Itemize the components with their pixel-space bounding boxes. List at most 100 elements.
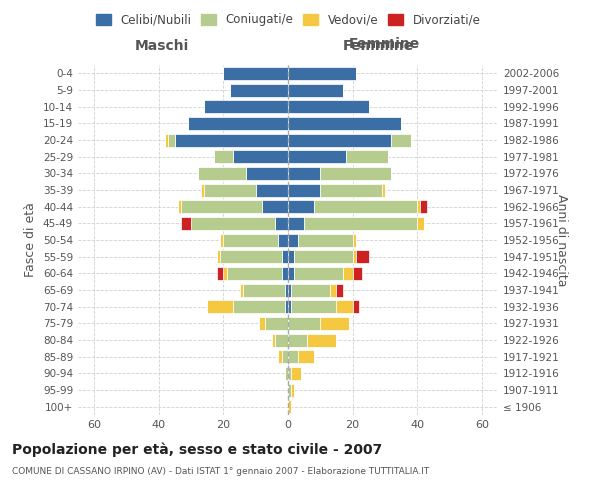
Bar [353,300,359,313]
Bar [220,234,223,246]
Bar [220,250,281,263]
Y-axis label: Fasce di età: Fasce di età [25,202,37,278]
Text: COMUNE DI CASSANO IRPINO (AV) - Dati ISTAT 1° gennaio 2007 - Elaborazione TUTTIT: COMUNE DI CASSANO IRPINO (AV) - Dati IST… [12,468,429,476]
Bar [304,217,417,230]
Bar [288,384,291,396]
Bar [278,350,281,363]
Bar [291,384,295,396]
Bar [337,284,343,296]
Bar [343,267,353,280]
Bar [417,200,421,213]
Bar [191,217,275,230]
Bar [353,234,356,246]
Bar [227,267,281,280]
Bar [288,200,314,213]
Bar [272,334,275,346]
Text: Maschi: Maschi [135,38,189,52]
Bar [291,284,330,296]
Bar [233,300,285,313]
Bar [188,117,288,130]
Bar [175,134,288,146]
Bar [275,334,288,346]
Bar [233,150,288,163]
Bar [275,217,288,230]
Text: Popolazione per età, sesso e stato civile - 2007: Popolazione per età, sesso e stato civil… [12,442,382,457]
Bar [230,84,288,96]
Bar [288,267,295,280]
Bar [288,367,291,380]
Bar [291,300,337,313]
Bar [288,317,320,330]
Bar [307,334,337,346]
Bar [288,284,291,296]
Bar [421,200,427,213]
Bar [353,267,362,280]
Bar [197,167,246,180]
Bar [285,300,288,313]
Bar [207,300,233,313]
Bar [320,317,349,330]
Bar [288,234,298,246]
Bar [295,250,353,263]
Bar [288,334,307,346]
Bar [201,184,204,196]
Bar [217,267,223,280]
Bar [181,217,191,230]
Bar [353,250,356,263]
Bar [223,234,278,246]
Bar [281,267,288,280]
Bar [262,200,288,213]
Bar [288,250,295,263]
Bar [223,67,288,80]
Legend: Celibi/Nubili, Coniugati/e, Vedovi/e, Divorziati/e: Celibi/Nubili, Coniugati/e, Vedovi/e, Di… [93,11,483,28]
Bar [298,350,314,363]
Bar [291,367,301,380]
Bar [298,234,353,246]
Bar [330,284,337,296]
Bar [169,134,175,146]
Text: Femmine: Femmine [349,37,420,51]
Bar [288,167,320,180]
Bar [285,284,288,296]
Bar [288,300,291,313]
Text: Femmine: Femmine [343,38,413,52]
Bar [288,84,343,96]
Bar [181,200,262,213]
Bar [204,100,288,113]
Bar [265,317,288,330]
Bar [246,167,288,180]
Bar [288,150,346,163]
Bar [204,184,256,196]
Bar [320,167,391,180]
Bar [165,134,169,146]
Bar [417,217,424,230]
Bar [288,400,291,413]
Bar [295,267,343,280]
Bar [256,184,288,196]
Bar [281,250,288,263]
Bar [314,200,417,213]
Bar [288,67,356,80]
Bar [320,184,382,196]
Bar [178,200,181,213]
Bar [337,300,353,313]
Bar [239,284,243,296]
Bar [259,317,265,330]
Bar [346,150,388,163]
Bar [243,284,285,296]
Bar [288,117,401,130]
Bar [281,350,288,363]
Bar [391,134,411,146]
Bar [223,267,227,280]
Bar [382,184,385,196]
Bar [288,350,298,363]
Bar [285,367,288,380]
Bar [288,134,391,146]
Bar [214,150,233,163]
Bar [278,234,288,246]
Y-axis label: Anni di nascita: Anni di nascita [555,194,568,286]
Bar [217,250,220,263]
Bar [288,184,320,196]
Bar [288,217,304,230]
Bar [288,100,369,113]
